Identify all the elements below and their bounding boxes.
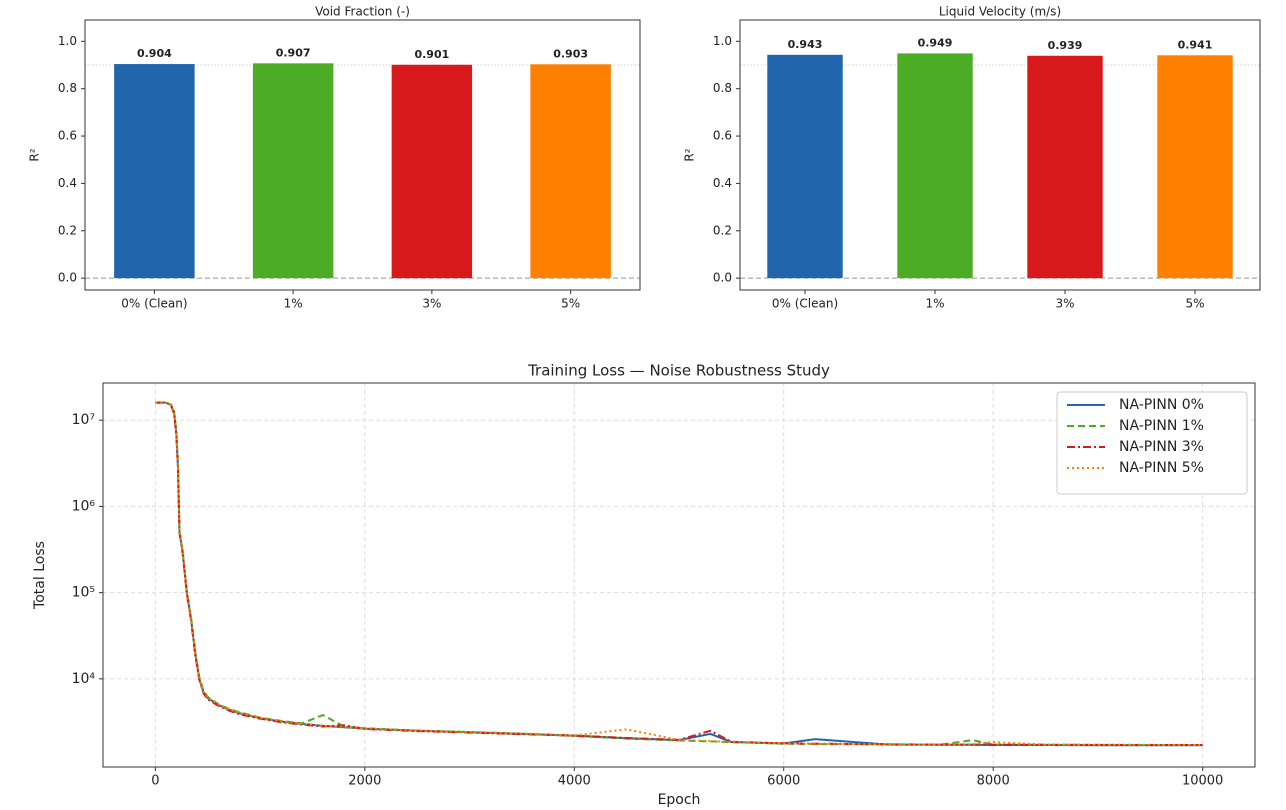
legend-label: NA-PINN 3% — [1119, 439, 1204, 455]
chart-title: Training Loss — Noise Robustness Study — [527, 362, 830, 380]
x-tick-label: 6000 — [767, 774, 800, 789]
loss-line — [155, 401, 1203, 746]
value-label: 0.901 — [414, 48, 449, 61]
plot-frame — [102, 382, 1256, 768]
x-tick-label: 0 — [151, 774, 159, 789]
y-tick-label: 0.0 — [713, 271, 732, 285]
legend-label: NA-PINN 0% — [1119, 397, 1204, 413]
y-tick-label: 0.6 — [713, 129, 732, 143]
bar — [767, 54, 843, 279]
legend-box — [1056, 391, 1248, 495]
y-axis-label: Total Loss — [32, 541, 48, 610]
y-tick-label: 0.4 — [58, 176, 77, 190]
plot-frame — [84, 19, 641, 291]
y-tick-label: 10⁵ — [72, 585, 95, 601]
value-label: 0.903 — [553, 47, 588, 60]
y-tick-label: 0.4 — [713, 176, 732, 190]
x-tick-label: 5% — [561, 297, 580, 311]
y-tick-label: 1.0 — [713, 34, 732, 48]
bar — [114, 64, 195, 279]
value-label: 0.904 — [137, 47, 172, 60]
bar — [897, 53, 973, 279]
x-tick-label: 4000 — [558, 774, 591, 789]
y-tick-label: 10⁷ — [72, 412, 95, 428]
value-label: 0.907 — [276, 46, 311, 59]
legend-label: NA-PINN 5% — [1119, 460, 1204, 476]
y-axis-label: R² — [28, 148, 42, 161]
x-tick-label: 3% — [422, 297, 441, 311]
bar — [391, 64, 473, 279]
x-tick-label: 1% — [284, 297, 303, 311]
y-tick-label: 1.0 — [58, 34, 77, 48]
x-tick-label: 8000 — [977, 774, 1010, 789]
bar — [252, 63, 334, 279]
y-axis-label: R² — [683, 148, 697, 161]
x-tick-label: 5% — [1185, 297, 1204, 311]
x-tick-label: 10000 — [1182, 774, 1223, 789]
loss-line — [155, 401, 1203, 746]
y-tick-label: 0.2 — [58, 223, 77, 237]
bar — [1027, 55, 1103, 279]
x-tick-label: 2000 — [348, 774, 381, 789]
legend-label: NA-PINN 1% — [1119, 418, 1204, 434]
value-label: 0.943 — [788, 38, 823, 51]
plot-frame — [739, 19, 1261, 291]
x-tick-label: 3% — [1055, 297, 1074, 311]
value-label: 0.949 — [918, 36, 953, 49]
y-tick-label: 10⁶ — [72, 498, 96, 514]
bar — [1157, 55, 1233, 279]
y-tick-label: 0.8 — [58, 81, 77, 95]
y-tick-label: 10⁴ — [72, 671, 96, 687]
value-label: 0.941 — [1178, 38, 1213, 51]
x-tick-label: 1% — [925, 297, 944, 311]
value-label: 0.939 — [1048, 39, 1083, 52]
chart-title: Liquid Velocity (m/s) — [939, 5, 1061, 19]
y-tick-label: 0.8 — [713, 81, 732, 95]
x-tick-label: 0% (Clean) — [121, 297, 187, 311]
chart-title: Void Fraction (-) — [315, 5, 410, 19]
bar — [530, 64, 611, 279]
x-axis-label: Epoch — [658, 792, 701, 808]
loss-line — [155, 401, 1203, 746]
x-tick-label: 0% (Clean) — [772, 297, 838, 311]
y-tick-label: 0.0 — [58, 271, 77, 285]
loss-line — [155, 401, 1203, 747]
y-tick-label: 0.2 — [713, 223, 732, 237]
y-tick-label: 0.6 — [58, 129, 77, 143]
